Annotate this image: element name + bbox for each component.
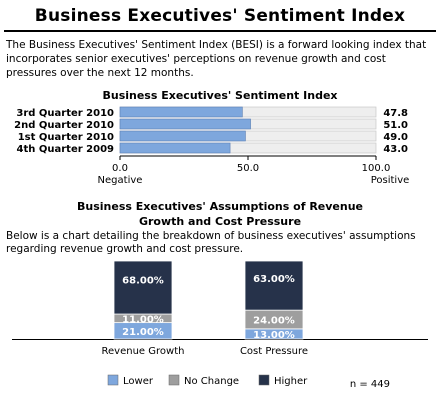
sentiment-index-chart: 3rd Quarter 2010 47.8 2nd Quarter 2010 51.0… — [14, 106, 410, 186]
segment-label: 63.00% — [253, 274, 295, 285]
segment-label: 24.00% — [253, 316, 295, 327]
axis-negative-label: Negative — [98, 175, 143, 186]
assumptions-chart: 21.00% 11.00% 68.00% Revenue Growth 13.00% 24… — [12, 260, 428, 390]
legend-label: No Change — [184, 376, 239, 387]
sample-size-note: n = 449 — [350, 379, 390, 390]
legend-swatch — [258, 374, 270, 386]
index-bar — [119, 118, 251, 130]
legend-swatch — [107, 374, 119, 386]
page-title: Business Executives' Sentiment Index — [34, 6, 406, 26]
category-label: 1st Quarter 2010 — [18, 132, 114, 143]
segment-label: 68.00% — [122, 276, 164, 287]
axis-positive-label: Positive — [371, 175, 410, 186]
sentiment-chart-title: Business Executives' Sentiment Index — [102, 89, 338, 102]
category-label: Revenue Growth — [102, 346, 185, 357]
intro-text: The Business Executives' Sentiment Index… — [6, 39, 427, 79]
assumptions-description: Below is a chart detailing the breakdown… — [6, 230, 416, 255]
value-label: 47.8 — [383, 108, 408, 119]
x-tick-label: 100.0 — [362, 163, 391, 174]
segment-label: 21.00% — [122, 327, 164, 338]
index-bar — [119, 106, 243, 118]
value-label: 43.0 — [383, 144, 408, 155]
stack-segment — [113, 260, 173, 315]
category-label: 3rd Quarter 2010 — [16, 108, 114, 119]
x-tick-label: 50.0 — [237, 163, 259, 174]
index-bar — [119, 130, 246, 142]
stack-segment — [244, 260, 304, 311]
category-label: 2nd Quarter 2010 — [14, 120, 114, 131]
value-label: 51.0 — [383, 120, 408, 131]
x-tick-label: 0.0 — [112, 163, 128, 174]
legend-label: Higher — [274, 376, 308, 387]
legend-label: Lower — [123, 376, 154, 387]
value-label: 49.0 — [383, 132, 408, 143]
category-label: 4th Quarter 2009 — [17, 144, 114, 155]
title-divider — [4, 30, 436, 32]
legend-swatch — [168, 374, 180, 386]
category-label: Cost Pressure — [240, 346, 308, 357]
assumptions-chart-title: Business Executives' Assumptions of Reve… — [77, 200, 363, 228]
index-bar — [119, 142, 231, 154]
segment-label: 13.00% — [253, 330, 295, 341]
segment-label: 11.00% — [122, 314, 164, 325]
